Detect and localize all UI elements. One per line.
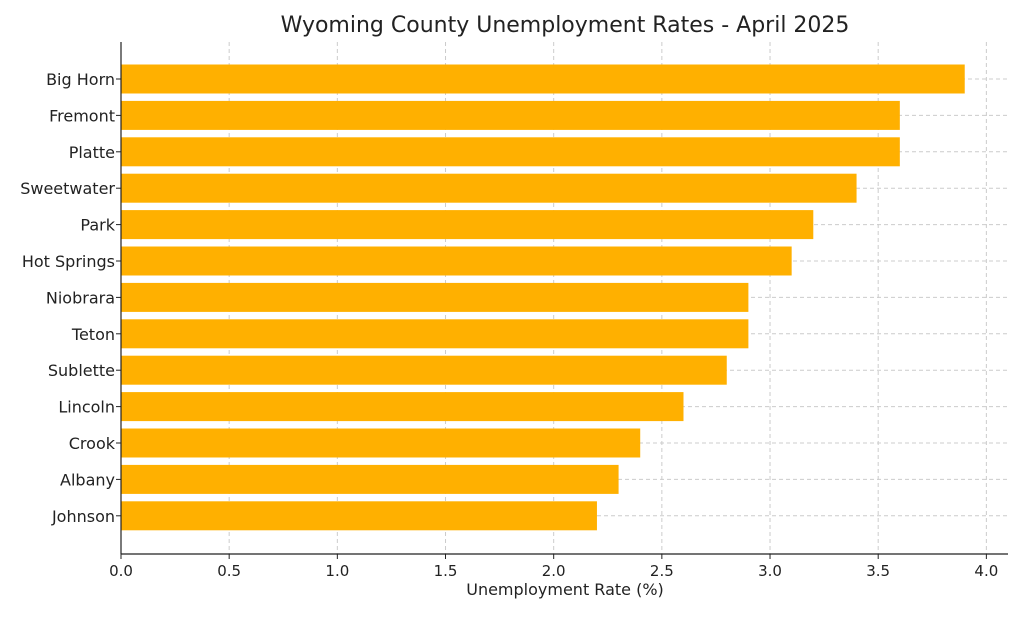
x-tick-label: 0.5 (217, 562, 241, 580)
x-tick-label: 4.0 (974, 562, 998, 580)
bar (121, 355, 727, 385)
y-tick-label: Albany (60, 470, 115, 489)
bar (121, 137, 900, 167)
x-axis-label: Unemployment Rate (%) (466, 580, 664, 599)
y-tick-label: Teton (71, 325, 115, 344)
chart-title: Wyoming County Unemployment Rates - Apri… (281, 13, 850, 38)
y-tick-label: Niobrara (46, 288, 115, 307)
y-tick-label: Big Horn (46, 70, 115, 89)
bar (121, 501, 597, 531)
y-tick-label: Sweetwater (20, 179, 115, 198)
bar (121, 100, 900, 130)
bar (121, 282, 749, 312)
bar (121, 210, 814, 240)
bar (121, 246, 792, 276)
x-tick-label: 1.5 (434, 562, 458, 580)
y-tick-label: Hot Springs (22, 252, 115, 271)
x-tick-labels: 0.0 0.5 1.0 1.5 2.0 2.5 3.0 3.5 4.0 (109, 562, 998, 580)
x-tick-label: 1.0 (325, 562, 349, 580)
y-tick-labels: Big Horn Fremont Platte Sweetwater Park Hot S… (20, 70, 116, 526)
bar (121, 392, 684, 422)
bar (121, 319, 749, 349)
x-tick-label: 3.5 (866, 562, 890, 580)
bar (121, 464, 619, 494)
y-tick-label: Park (80, 216, 115, 235)
x-tick-label: 0.0 (109, 562, 133, 580)
y-tick-label: Platte (69, 143, 115, 162)
bar (121, 173, 857, 203)
bars (121, 64, 965, 531)
x-tick-label: 2.5 (650, 562, 674, 580)
y-tick-label: Crook (69, 434, 116, 453)
y-tick-label: Sublette (48, 361, 115, 380)
y-tick-label: Lincoln (58, 398, 115, 417)
axes (116, 42, 1008, 559)
y-tick-label: Fremont (49, 106, 115, 125)
bar (121, 64, 965, 94)
x-tick-label: 2.0 (542, 562, 566, 580)
bar (121, 428, 641, 458)
x-tick-label: 3.0 (758, 562, 782, 580)
y-tick-label: Johnson (51, 507, 115, 526)
